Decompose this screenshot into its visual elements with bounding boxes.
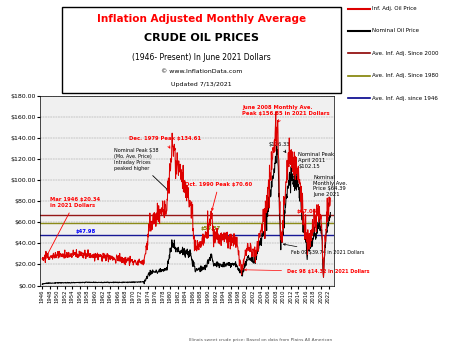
Text: Illinois sweet crude price: Based on data from Plains All American: Illinois sweet crude price: Based on dat… (189, 338, 332, 342)
Text: (1946- Present) In June 2021 Dollars: (1946- Present) In June 2021 Dollars (132, 53, 271, 62)
Text: Nominal
Monthly Ave.
Price $64.39
June 2021: Nominal Monthly Ave. Price $64.39 June 2… (313, 175, 347, 217)
Text: June 2008 Monthly Ave.
Peak $156.85 in 2021 Dollars: June 2008 Monthly Ave. Peak $156.85 in 2… (242, 106, 329, 122)
Text: Inflation Adjusted Monthly Average: Inflation Adjusted Monthly Average (97, 14, 306, 24)
Text: Ave. Inf. Adj. Since 1980: Ave. Inf. Adj. Since 1980 (372, 73, 438, 78)
Text: Nominal Oil Price: Nominal Oil Price (372, 29, 419, 33)
Text: $59.37: $59.37 (201, 226, 220, 232)
Text: Mar 1946 $20.34
in 2021 Dollars: Mar 1946 $20.34 in 2021 Dollars (45, 197, 100, 259)
Text: Ave. Inf. Adj. Since 2000: Ave. Inf. Adj. Since 2000 (372, 51, 438, 56)
Text: Dec. 1979 Peak $134.61: Dec. 1979 Peak $134.61 (129, 137, 201, 148)
Text: $47.98: $47.98 (76, 229, 96, 234)
Text: Nominal Peak
April 2011
$102.15: Nominal Peak April 2011 $102.15 (291, 152, 335, 178)
Text: © www.InflationData.com: © www.InflationData.com (161, 69, 242, 74)
Text: Nominal Peak $38
(Mo. Ave. Price)
Intraday Prices
peaked higher: Nominal Peak $38 (Mo. Ave. Price) Intrad… (114, 149, 168, 191)
Text: $67.04: $67.04 (297, 209, 317, 214)
Text: Feb 09 $39.74 in 2021 Dollars: Feb 09 $39.74 in 2021 Dollars (283, 244, 364, 255)
Text: Oct. 1990 Peak $70.60: Oct. 1990 Peak $70.60 (185, 182, 253, 211)
Text: Ave. Inf. Adj. since 1946: Ave. Inf. Adj. since 1946 (372, 96, 438, 100)
Text: Dec 98 $14.32 in 2021 Dollars: Dec 98 $14.32 in 2021 Dollars (245, 269, 370, 274)
Text: Inf. Adj. Oil Price: Inf. Adj. Oil Price (372, 6, 417, 11)
Text: CRUDE OIL PRICES: CRUDE OIL PRICES (144, 33, 259, 43)
Text: $126.33: $126.33 (268, 142, 290, 152)
Text: Updated 7/13/2021: Updated 7/13/2021 (171, 82, 232, 87)
